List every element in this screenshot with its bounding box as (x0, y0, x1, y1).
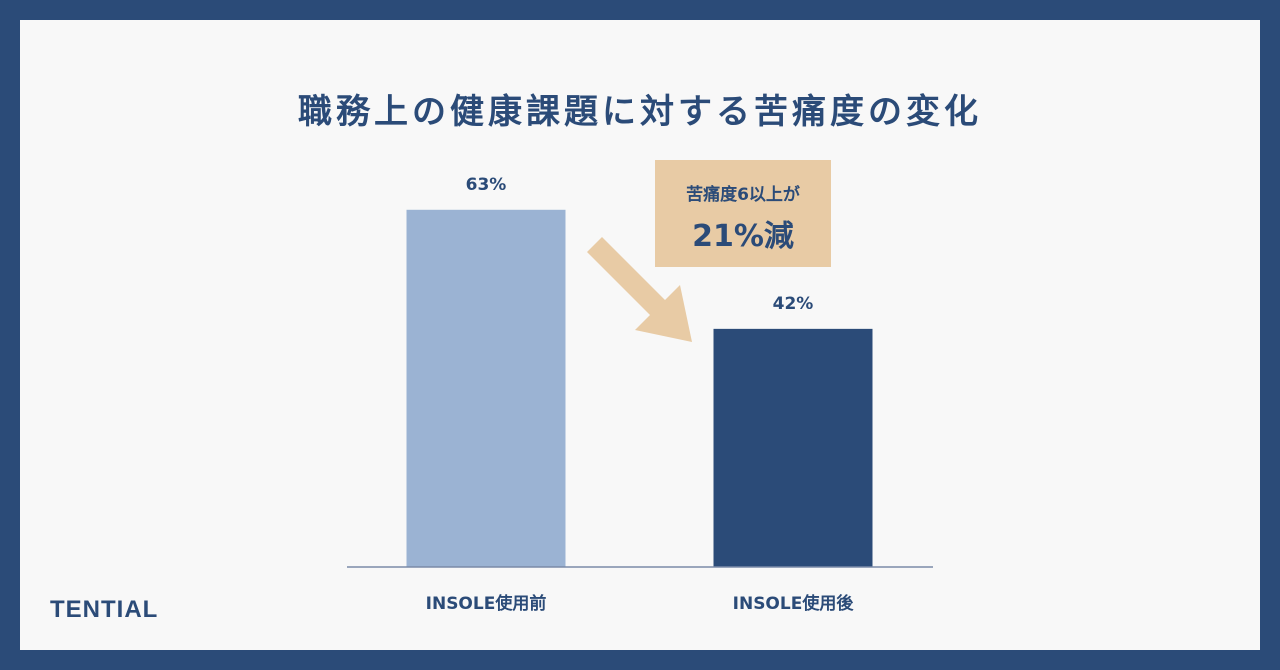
bar-1 (406, 209, 566, 568)
chart-title: 職務上の健康課題に対する苦痛度の変化 (298, 92, 982, 132)
brand-logo: TENTIAL (50, 596, 159, 623)
decrease-arrow-icon (587, 237, 692, 342)
category-label-2: INSOLE使用後 (733, 593, 855, 614)
bar-chart: 63% INSOLE使用前 42% INSOLE使用後 (347, 175, 933, 614)
value-label-2: 42% (773, 294, 814, 314)
bar-2 (713, 328, 873, 567)
callout-line-2: 21%減 (692, 219, 794, 254)
category-label-1: INSOLE使用前 (426, 593, 547, 614)
value-label-1: 63% (466, 175, 507, 195)
reduction-callout: 苦痛度6以上が 21%減 (655, 160, 831, 267)
callout-line-1: 苦痛度6以上が (686, 185, 800, 205)
chart-panel: 職務上の健康課題に対する苦痛度の変化 63% INSOLE使用前 42% INSOLE… (20, 20, 1260, 650)
